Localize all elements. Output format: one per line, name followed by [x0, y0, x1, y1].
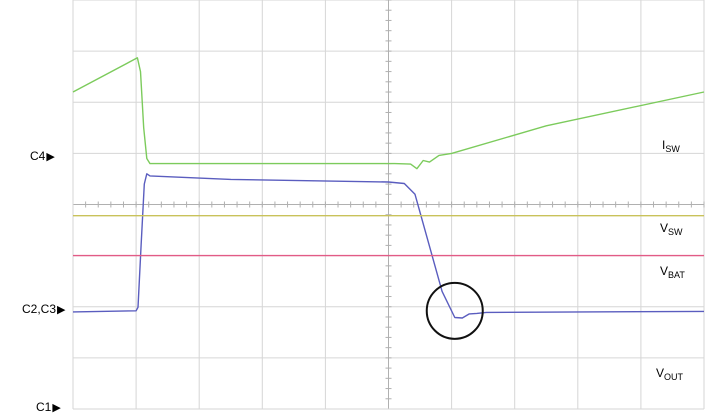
channel-marker-c1: C1▶: [36, 400, 61, 414]
channel-marker-c2c3-label: C2,C3: [22, 302, 57, 316]
highlight-circle: [425, 281, 484, 340]
label-vbat-sub: BAT: [668, 270, 685, 280]
traces: [72, 57, 705, 319]
label-isw: ISW: [662, 138, 680, 154]
series-isw-line: [72, 57, 705, 170]
label-vsw-main: V: [660, 221, 669, 235]
label-vout-sub: OUT: [664, 372, 684, 382]
label-vsw: VSW: [660, 221, 683, 237]
label-isw-sub: SW: [665, 144, 680, 154]
label-vout-main: V: [656, 366, 665, 380]
label-isw-main: I: [662, 138, 666, 152]
annotations: [425, 281, 484, 340]
channel-marker-c4: C4▶: [30, 149, 55, 163]
channel-c4-arrow-icon: ▶: [46, 151, 55, 163]
channel-marker-c4-label: C4: [30, 149, 46, 163]
label-vbat: VBAT: [660, 264, 685, 280]
channel-c1-arrow-icon: ▶: [52, 402, 61, 414]
series-vout-line: [72, 173, 705, 319]
label-vbat-main: V: [660, 264, 669, 278]
channel-c2c3-arrow-icon: ▶: [57, 304, 66, 316]
channel-marker-c1-label: C1: [36, 400, 52, 414]
channel-marker-c2c3: C2,C3▶: [22, 302, 65, 316]
label-vsw-sub: SW: [668, 227, 683, 237]
label-vout: VOUT: [656, 366, 683, 382]
